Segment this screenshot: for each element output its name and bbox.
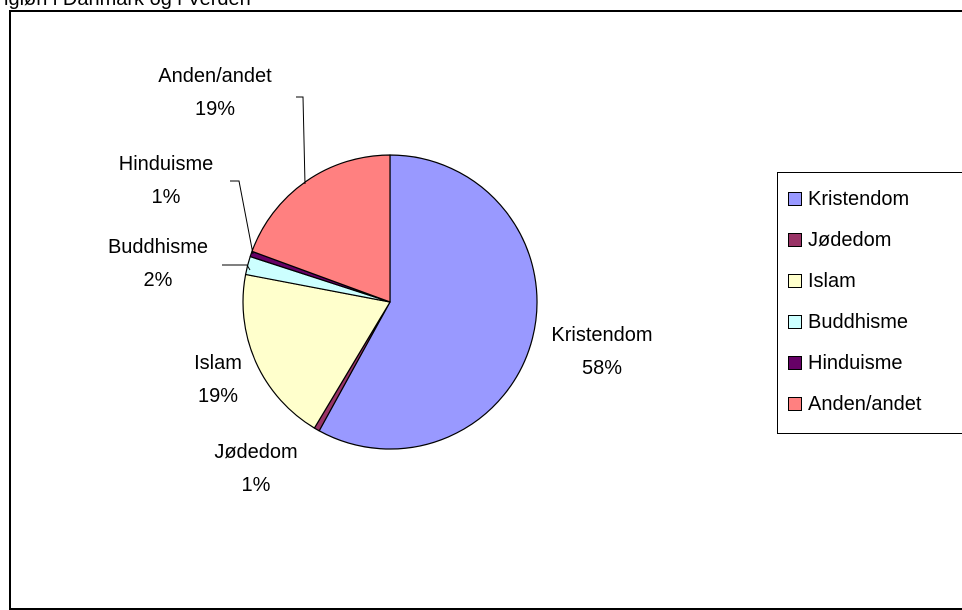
data-label-name-hinduisme: Hinduisme xyxy=(119,153,213,175)
data-label-percent-buddhisme: 2% xyxy=(144,269,173,291)
legend-swatch-anden-andet xyxy=(788,397,802,411)
data-label-name-kristendom: Kristendom xyxy=(551,324,652,346)
pie-slice-islam xyxy=(242,273,391,429)
data-label-name-islam: Islam xyxy=(194,352,242,374)
legend-label-j-dedom: Jødedom xyxy=(808,228,892,251)
legend-swatch-j-dedom xyxy=(788,233,802,247)
legend-label-anden-andet: Anden/andet xyxy=(808,392,922,415)
data-label-percent-hinduisme: 1% xyxy=(152,186,181,208)
legend-item-kristendom: Kristendom xyxy=(788,187,909,211)
data-label-name-anden-andet: Anden/andet xyxy=(158,65,272,87)
chart-legend: Kristendom Jødedom Islam Buddhisme Hinduisme… xyxy=(777,172,962,434)
data-label-percent-anden-andet: 19% xyxy=(195,98,235,120)
legend-swatch-buddhisme xyxy=(788,315,802,329)
legend-item-islam: Islam xyxy=(788,269,856,293)
data-label-percent-islam: 19% xyxy=(198,385,238,407)
leader-line-hinduisme xyxy=(230,180,254,255)
legend-item-hinduisme: Hinduisme xyxy=(788,351,902,375)
legend-swatch-hinduisme xyxy=(788,356,802,370)
legend-item-buddhisme: Buddhisme xyxy=(788,310,908,334)
legend-label-buddhisme: Buddhisme xyxy=(808,310,909,333)
legend-label-islam: Islam xyxy=(808,269,856,292)
legend-swatch-kristendom xyxy=(788,192,802,206)
legend-label-kristendom: Kristendom xyxy=(808,187,910,210)
header-text-fragment: igiøn i Danmark og i Verden xyxy=(4,0,251,11)
leader-line-anden-andet xyxy=(296,96,306,185)
legend-label-hinduisme: Hinduisme xyxy=(808,351,903,374)
legend-swatch-islam xyxy=(788,274,802,288)
pie-slice-kristendom xyxy=(318,154,538,450)
legend-item-j-dedom: Jødedom xyxy=(788,228,891,252)
leader-line-buddhisme xyxy=(222,264,251,271)
data-label-name-j-dedom: Jødedom xyxy=(214,441,297,463)
pie-slice-anden-andet xyxy=(251,154,391,303)
pie-chart: Kristendom 58% Jødedom 1% Islam 19% Buddhisme 2… xyxy=(108,65,653,496)
data-label-percent-j-dedom: 1% xyxy=(242,474,271,496)
legend-item-anden-andet: Anden/andet xyxy=(788,392,921,416)
data-label-percent-kristendom: 58% xyxy=(582,357,622,379)
data-label-name-buddhisme: Buddhisme xyxy=(108,236,208,258)
